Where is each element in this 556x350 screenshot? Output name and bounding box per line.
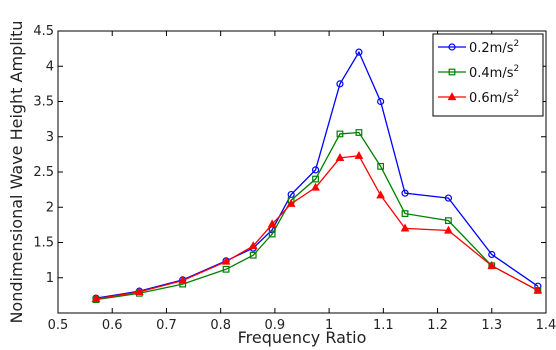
legend-entry-1: 0.4m/s2: [438, 64, 519, 81]
data-point-triangle: [376, 190, 385, 199]
legend-label: 0.4m/s2: [469, 64, 519, 81]
legend-label-text: 0.4m/s: [469, 66, 514, 81]
data-point-triangle: [354, 150, 364, 159]
data-point-circle: [336, 80, 344, 88]
data-point-triangle: [286, 198, 296, 207]
y-tick-label: 2.5: [33, 165, 54, 180]
legend-entry-0: 0.2m/s2: [438, 39, 519, 56]
data-point-triangle: [487, 260, 497, 269]
y-tick-label: 3.5: [33, 95, 54, 110]
data-point-triangle: [134, 287, 144, 295]
data-point-circle: [448, 43, 456, 51]
data-point-circle: [311, 166, 320, 174]
y-tick-label: 2: [46, 200, 54, 215]
series-2: [91, 150, 543, 302]
data-point-circle: [444, 194, 452, 202]
x-axis-title: Frequency Ratio: [238, 328, 367, 347]
x-tick-label: 1.1: [373, 318, 394, 333]
data-point-circle: [488, 250, 496, 259]
data-point-square: [222, 265, 230, 273]
data-point-square: [355, 129, 363, 136]
data-point-square: [448, 68, 456, 76]
y-tick-label: 1.5: [33, 236, 54, 251]
data-point-triangle: [533, 285, 543, 294]
x-tick-label: 0.5: [48, 318, 69, 333]
data-point-square: [249, 251, 257, 259]
y-tick-label: 1: [46, 271, 54, 286]
data-point-triangle: [221, 256, 231, 265]
data-point-triangle: [267, 219, 277, 228]
data-point-square: [268, 230, 276, 238]
data-point-square: [336, 130, 344, 138]
y-tick-label: 4.5: [33, 24, 54, 39]
data-point-triangle: [335, 153, 345, 161]
data-point-triangle: [447, 92, 457, 101]
series-line: [95, 131, 539, 301]
y-tick-label: 4: [46, 59, 54, 74]
data-point-triangle: [248, 241, 258, 250]
x-tick-label: 0.8: [210, 318, 231, 333]
y-axis-title: Nondimensional Wave Height Amplitu: [7, 20, 26, 323]
legend: 0.2m/s20.4m/s20.6m/s2: [432, 33, 544, 117]
x-tick-label: 1: [325, 318, 333, 333]
legend-label-superscript: 2: [514, 64, 520, 74]
data-point-square: [377, 162, 385, 170]
legend-label-superscript: 2: [514, 89, 520, 99]
legend-label-text: 0.6m/s: [469, 91, 514, 106]
data-point-triangle: [444, 225, 453, 234]
x-tick-label: 1.3: [481, 318, 502, 333]
data-point-triangle: [311, 182, 320, 191]
legend-label-text: 0.2m/s: [469, 41, 514, 56]
data-point-square: [401, 210, 409, 217]
data-point-circle: [401, 189, 409, 197]
data-point-circle: [355, 48, 363, 56]
legend-entry-2: 0.6m/s2: [438, 89, 519, 106]
data-point-triangle: [400, 223, 410, 232]
legend-label: 0.6m/s2: [469, 89, 519, 106]
data-point-square: [445, 217, 452, 225]
legend-label-superscript: 2: [514, 39, 520, 49]
data-point-triangle: [178, 275, 188, 284]
data-point-square: [312, 175, 319, 183]
legend-label: 0.2m/s2: [469, 39, 519, 56]
x-tick-label: 0.6: [102, 318, 123, 333]
x-tick-label: 1.2: [427, 318, 448, 333]
x-tick-label: 0.7: [156, 318, 177, 333]
x-tick-label: 1.4: [536, 318, 556, 333]
y-tick-label: 3: [46, 130, 54, 145]
data-point-triangle: [91, 294, 101, 302]
axis-ticks: 0.5 0.6 0.7 0.8 0.9 1 1.1 1.2 1.3 1.4 1 1.5 2 2.5 3 3.5…: [33, 24, 556, 333]
x-tick-label: 0.9: [265, 318, 286, 333]
data-point-circle: [377, 97, 385, 106]
series-layer: [91, 48, 543, 304]
